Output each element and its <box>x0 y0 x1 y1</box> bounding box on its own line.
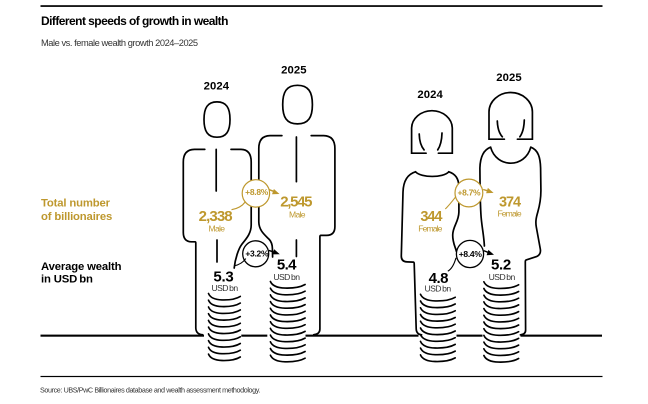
svg-text:5.4: 5.4 <box>277 257 297 274</box>
svg-text:5.3: 5.3 <box>213 269 233 286</box>
svg-text:Average wealth: Average wealth <box>41 261 122 273</box>
svg-text:USD bn: USD bn <box>211 283 238 293</box>
svg-text:Different speeds of growth in: Different speeds of growth in wealth <box>41 14 228 28</box>
svg-text:+8.4%: +8.4% <box>459 249 483 259</box>
svg-text:of billionaires: of billionaires <box>41 211 112 223</box>
svg-text:USD bn: USD bn <box>424 284 451 294</box>
svg-text:Female: Female <box>418 223 442 233</box>
svg-text:Male: Male <box>289 210 306 220</box>
svg-text:2,338: 2,338 <box>199 208 233 225</box>
svg-text:+8.8%: +8.8% <box>245 187 269 197</box>
svg-text:2025: 2025 <box>281 65 307 77</box>
svg-text:5.2: 5.2 <box>491 256 511 273</box>
svg-text:Source: UBS/PwC Billionaires d: Source: UBS/PwC Billionaires database an… <box>40 385 260 394</box>
svg-text:344: 344 <box>420 209 442 225</box>
svg-text:USD bn: USD bn <box>489 272 516 282</box>
svg-text:in USD bn: in USD bn <box>41 274 93 286</box>
svg-text:USD bn: USD bn <box>273 272 300 282</box>
svg-text:Female: Female <box>497 209 521 219</box>
svg-text:374: 374 <box>499 194 521 210</box>
svg-text:+3.2%: +3.2% <box>245 249 269 259</box>
svg-text:2024: 2024 <box>417 89 443 101</box>
svg-text:Total number: Total number <box>41 197 111 209</box>
svg-text:2024: 2024 <box>204 80 230 92</box>
svg-text:Male vs. female wealth growth: Male vs. female wealth growth 2024–2025 <box>41 38 198 48</box>
svg-text:Male: Male <box>208 223 225 233</box>
svg-text:4.8: 4.8 <box>429 270 449 287</box>
svg-text:2025: 2025 <box>496 72 522 84</box>
svg-text:2,545: 2,545 <box>280 193 312 210</box>
svg-text:+8.7%: +8.7% <box>457 187 481 197</box>
